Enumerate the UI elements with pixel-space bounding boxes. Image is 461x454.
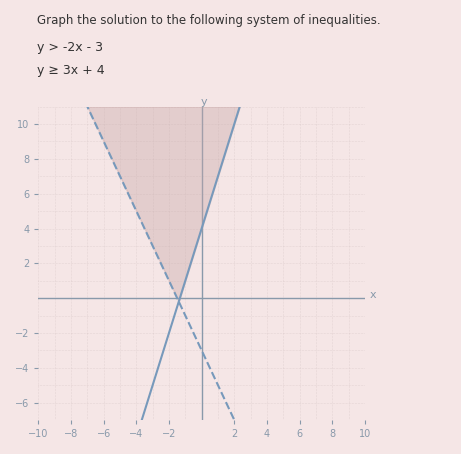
Text: y: y — [201, 97, 207, 107]
Text: x: x — [370, 290, 376, 300]
Text: y > -2x - 3: y > -2x - 3 — [37, 41, 103, 54]
Text: Graph the solution to the following system of inequalities.: Graph the solution to the following syst… — [37, 14, 380, 27]
Text: y ≥ 3x + 4: y ≥ 3x + 4 — [37, 64, 105, 77]
